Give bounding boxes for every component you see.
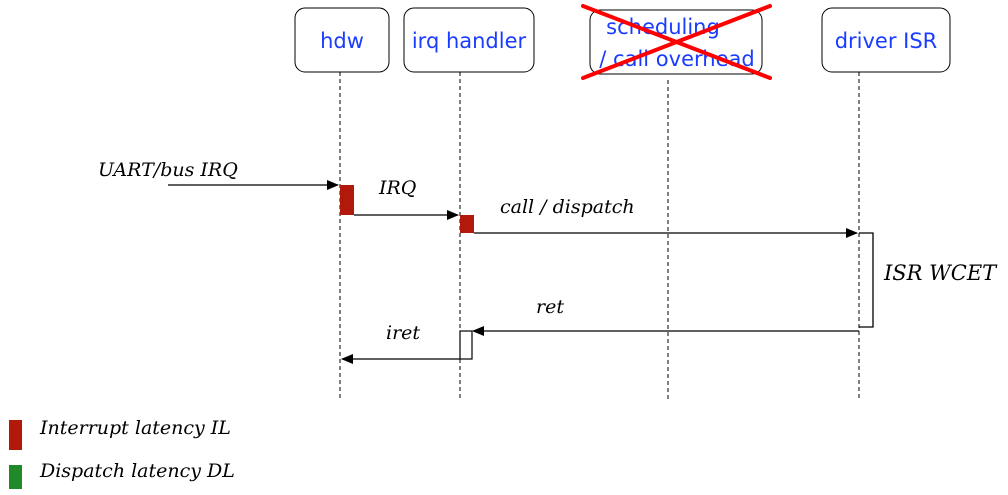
participant-irq-handler: irq handler [403,7,535,73]
strike-line-2 [581,4,772,80]
message-call-dispatch-label: call / dispatch [500,196,635,218]
legend-swatch-dispatch-latency [9,465,22,489]
message-ret-label: ret [536,296,564,318]
participant-hdw: hdw [294,7,390,73]
interrupt-latency-bar-irq [460,215,474,233]
isr-wcet-label: ISR WCET [883,261,998,285]
legend-label-dispatch-latency: Dispatch latency DL [39,460,235,482]
participant-scheduling: scheduling / call overhead [581,4,772,80]
legend-label-interrupt-latency: Interrupt latency IL [39,417,231,439]
message-irq-label: IRQ [378,177,416,199]
participant-driver-isr-label: driver ISR [835,29,938,53]
participant-driver-isr: driver ISR [821,7,951,73]
message-iret-label: iret [386,322,420,344]
participant-irq-handler-label: irq handler [412,29,527,53]
irq-handler-return-bar [459,330,473,360]
isr-wcet-bracket [859,232,874,328]
legend-swatch-interrupt-latency [9,420,22,450]
message-uart-bus-irq-label: UART/bus IRQ [98,159,238,181]
participant-hdw-label: hdw [320,29,364,53]
interrupt-latency-bar-hdw [340,185,354,215]
participant-scheduling-label-line2: / call overhead [599,47,754,71]
